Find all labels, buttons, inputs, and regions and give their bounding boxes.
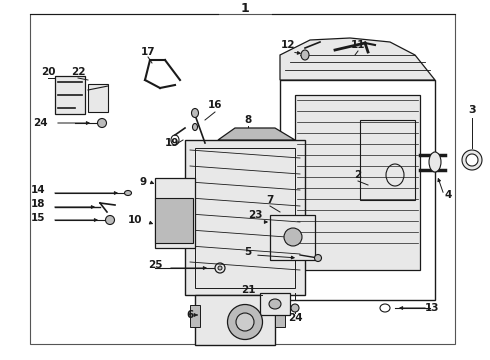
Text: 24: 24 [33, 118, 48, 128]
Ellipse shape [105, 216, 115, 225]
Text: 4: 4 [444, 190, 452, 200]
Text: 14: 14 [31, 185, 45, 195]
Text: 7: 7 [266, 195, 274, 205]
Polygon shape [280, 38, 435, 80]
Text: 12: 12 [281, 40, 295, 50]
Ellipse shape [193, 123, 197, 130]
Ellipse shape [236, 313, 254, 331]
Ellipse shape [301, 50, 309, 60]
Text: 25: 25 [148, 260, 162, 270]
Text: 19: 19 [165, 138, 179, 148]
Bar [185, 140, 305, 295]
Text: 13: 13 [425, 303, 439, 313]
Ellipse shape [98, 118, 106, 127]
Text: 18: 18 [31, 199, 45, 209]
Text: 21: 21 [241, 285, 255, 295]
Text: 1: 1 [241, 3, 249, 15]
Text: 23: 23 [248, 210, 262, 220]
Bar [280, 80, 435, 300]
Ellipse shape [291, 304, 299, 312]
Text: 15: 15 [31, 213, 45, 223]
Bar [55, 76, 85, 114]
Bar [195, 295, 275, 345]
Bar [155, 178, 195, 248]
Bar [360, 120, 415, 200]
Ellipse shape [429, 152, 441, 172]
Bar [88, 84, 108, 112]
Polygon shape [218, 128, 295, 140]
Text: 5: 5 [245, 247, 252, 257]
Text: 11: 11 [351, 40, 365, 50]
Bar [30, 14, 455, 344]
Text: 20: 20 [41, 67, 55, 77]
Text: 16: 16 [208, 100, 222, 110]
Bar [295, 95, 420, 270]
Ellipse shape [124, 190, 131, 195]
Text: 2: 2 [354, 170, 362, 180]
Ellipse shape [192, 108, 198, 117]
Text: 3: 3 [468, 105, 476, 115]
Ellipse shape [315, 255, 321, 261]
Bar [155, 198, 193, 243]
Ellipse shape [284, 228, 302, 246]
Bar [260, 293, 290, 315]
Text: 10: 10 [128, 215, 142, 225]
Text: 8: 8 [245, 115, 252, 125]
Text: 22: 22 [71, 67, 85, 77]
Ellipse shape [227, 305, 263, 339]
Text: 17: 17 [141, 47, 155, 57]
Text: 24: 24 [288, 313, 302, 323]
Text: 6: 6 [186, 310, 194, 320]
Ellipse shape [269, 299, 281, 309]
Bar [275, 305, 285, 327]
Bar [195, 148, 295, 288]
Text: 9: 9 [140, 177, 147, 187]
Bar [190, 305, 200, 327]
Ellipse shape [218, 266, 222, 270]
Bar [270, 215, 315, 260]
